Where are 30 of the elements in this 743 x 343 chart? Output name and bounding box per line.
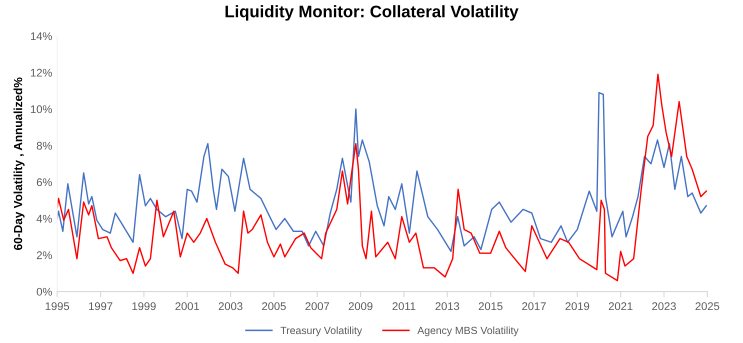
x-tick-label: 2019 (566, 302, 590, 310)
x-tick-label: 2001 (175, 302, 200, 310)
x-tick-label: 2009 (348, 302, 372, 310)
x-tick-label: 2017 (522, 302, 546, 310)
y-tick-label: 14% (30, 32, 52, 40)
x-tick-label: 2023 (652, 302, 676, 310)
x-tick-label: 2025 (696, 302, 720, 310)
legend-label: Agency MBS Volatility (417, 326, 519, 336)
y-tick-label: 10% (30, 105, 52, 114)
x-tick-label: 2011 (392, 302, 416, 310)
x-tick-label: 2021 (608, 302, 632, 310)
y-tick-label: 4% (36, 214, 52, 223)
x-tick-label: 2013 (435, 302, 460, 310)
x-tick-label: 1999 (132, 302, 156, 310)
x-tick-label: 1997 (89, 302, 112, 310)
y-tick-label: 0% (36, 288, 52, 296)
x-tick-label: 2007 (305, 302, 330, 310)
y-tick-label: 12% (30, 68, 52, 77)
y-tick-label: 6% (36, 178, 52, 186)
y-tick-label: 2% (36, 251, 52, 260)
x-tick-label: 1995 (46, 302, 70, 310)
y-tick-label: 8% (36, 142, 52, 150)
y-axis-title: 60-Day Volatility , Annualized% (14, 77, 25, 250)
line-series (57, 92, 707, 252)
x-tick-label: 2015 (478, 302, 503, 310)
line-series (57, 74, 707, 282)
x-tick-label: 2005 (262, 302, 286, 310)
legend-label: Treasury Volatility (280, 326, 362, 336)
chart-title: Liquidity Monitor: Collateral Volatility (226, 5, 518, 21)
x-tick-label: 2003 (218, 302, 242, 310)
